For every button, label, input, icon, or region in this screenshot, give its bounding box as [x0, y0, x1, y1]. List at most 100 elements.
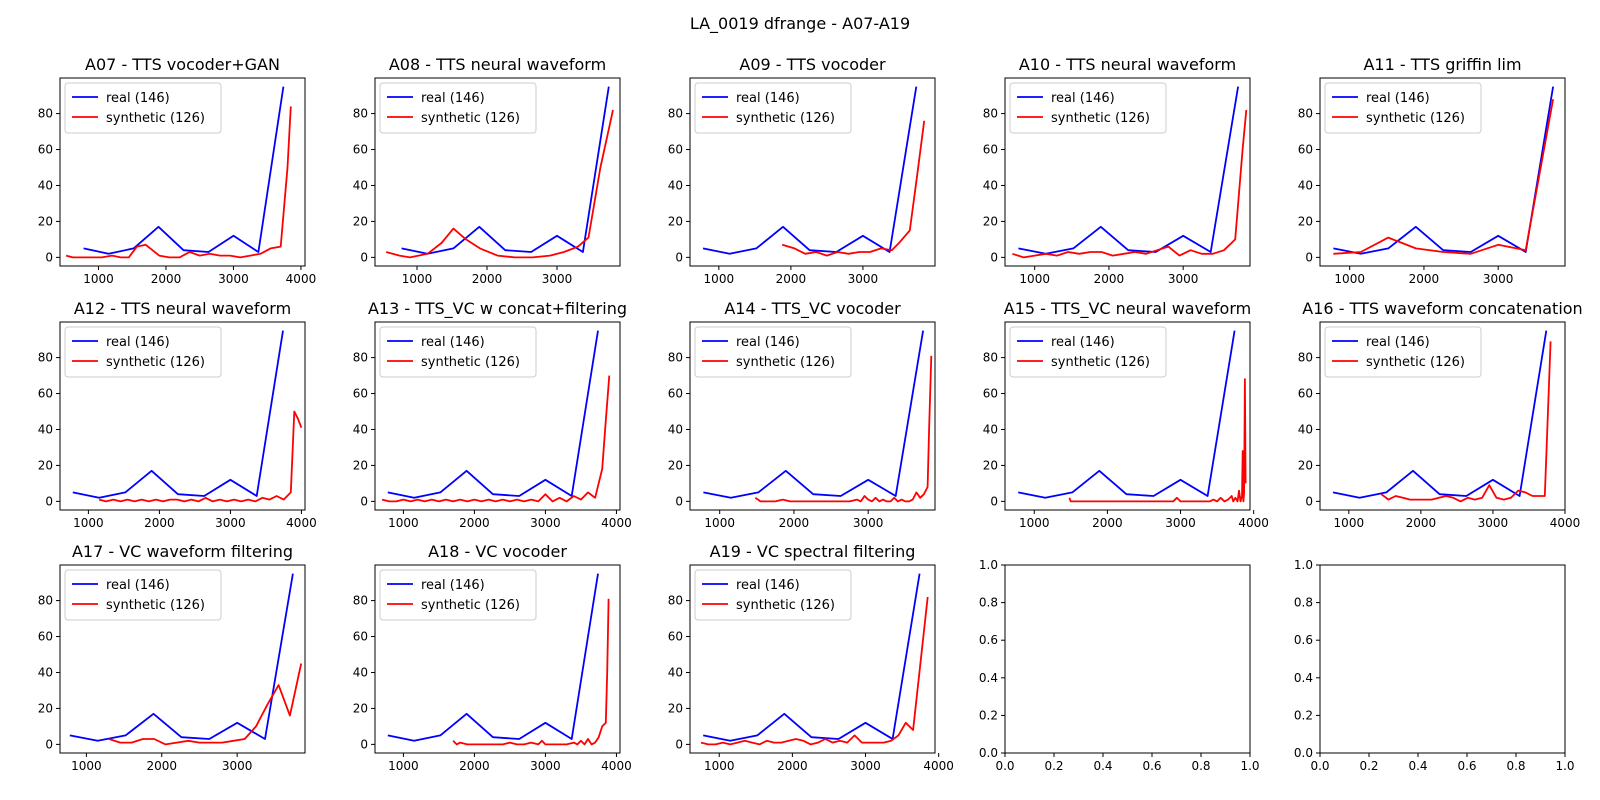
real-series-line: [1332, 330, 1548, 499]
y-tick-label: 40: [1298, 178, 1313, 192]
real-series-line: [83, 86, 285, 255]
x-tick-label: 3000: [530, 516, 561, 530]
legend-label: real (146): [736, 91, 800, 106]
x-tick-label: 3000: [1478, 516, 1509, 530]
subplot-title: A11 - TTS griffin lim: [1363, 55, 1521, 74]
x-tick-label: 0.6: [1457, 759, 1476, 773]
y-tick-label: 80: [668, 351, 683, 365]
y-tick-label: 20: [353, 214, 368, 228]
subplot-title: A16 - TTS waveform concatenation: [1302, 299, 1582, 318]
legend-label: synthetic (126): [1366, 355, 1465, 370]
x-tick-label: 3000: [530, 759, 561, 773]
x-tick-label: 4000: [286, 516, 317, 530]
x-tick-label: 2000: [779, 516, 810, 530]
subplot: A15 - TTS_VC neural waveform 1000 2000 3000…: [983, 299, 1269, 530]
legend-label: synthetic (126): [106, 355, 205, 370]
y-tick-label: 0: [990, 250, 998, 264]
y-tick-label: 0: [360, 737, 368, 751]
y-tick-label: 0: [675, 250, 683, 264]
plot-area: [703, 330, 933, 503]
y-tick-label: 40: [668, 665, 683, 679]
y-tick-label: 0.0: [979, 746, 998, 760]
legend-box: [1324, 82, 1482, 134]
plot-area: [1333, 86, 1554, 255]
y-tick-label: 80: [668, 107, 683, 121]
y-tick-label: 40: [668, 178, 683, 192]
legend-label: real (146): [421, 335, 485, 350]
legend: real (146) synthetic (126): [379, 82, 537, 134]
legend-label: synthetic (126): [1366, 111, 1465, 126]
real-series-line: [401, 86, 610, 255]
x-tick-label: 2000: [459, 516, 490, 530]
y-tick-label: 20: [983, 458, 998, 472]
y-tick-label: 40: [1298, 422, 1313, 436]
subplot: A07 - TTS vocoder+GAN 1000 2000 3000 4000 0 20…: [38, 55, 317, 286]
legend-label: real (146): [106, 335, 170, 350]
x-tick-label: 1000: [83, 272, 114, 286]
legend-box: [1009, 82, 1167, 134]
y-tick-label: 0.8: [1294, 596, 1313, 610]
subplot: A18 - VC vocoder 1000 2000 3000 4000 0 20 40 60 8…: [353, 542, 632, 773]
legend: real (146) synthetic (126): [694, 569, 852, 621]
x-tick-label: 1000: [1019, 516, 1050, 530]
axes-frame: [689, 564, 936, 754]
axes-frame: [1004, 564, 1251, 754]
legend-label: real (146): [106, 91, 170, 106]
x-tick-label: 0.8: [1506, 759, 1525, 773]
subplot: A10 - TTS neural waveform 1000 2000 3000 0 20…: [983, 55, 1251, 286]
y-tick-label: 40: [353, 178, 368, 192]
x-tick-label: 1000: [402, 272, 433, 286]
y-tick-label: 80: [38, 594, 53, 608]
y-tick-label: 0.8: [979, 596, 998, 610]
x-tick-label: 4000: [286, 272, 317, 286]
synthetic-series-line: [1380, 341, 1552, 503]
x-tick-label: 1000: [704, 759, 735, 773]
x-tick-label: 4000: [923, 759, 954, 773]
synthetic-series-line: [381, 375, 611, 503]
legend-box: [379, 82, 537, 134]
y-tick-label: 80: [983, 351, 998, 365]
x-tick-label: 3000: [1168, 272, 1199, 286]
x-tick-label: 0.6: [1142, 759, 1161, 773]
x-tick-label: 1000: [1334, 272, 1365, 286]
real-series-line: [387, 330, 599, 499]
x-tick-label: 2000: [1406, 516, 1437, 530]
legend-box: [694, 326, 852, 378]
subplot-title: A07 - TTS vocoder+GAN: [85, 55, 280, 74]
y-tick-label: 1.0: [979, 558, 998, 572]
y-tick-label: 40: [983, 178, 998, 192]
legend-label: synthetic (126): [1051, 355, 1150, 370]
real-series-line: [703, 573, 921, 742]
subplot-title: A17 - VC waveform filtering: [72, 542, 293, 561]
subplot-title: A19 - VC spectral filtering: [710, 542, 916, 561]
plot-area: [702, 86, 926, 257]
y-tick-label: 60: [1298, 143, 1313, 157]
real-series-line: [72, 330, 284, 499]
subplot: A16 - TTS waveform concatenation 1000 2000…: [1298, 299, 1583, 530]
plot-area: [65, 86, 292, 259]
x-tick-label: 2000: [777, 759, 808, 773]
legend: real (146) synthetic (126): [379, 326, 537, 378]
y-tick-label: 80: [1298, 351, 1313, 365]
x-tick-label: 2000: [1094, 272, 1125, 286]
legend-label: real (146): [421, 578, 485, 593]
axes-frame: [1319, 564, 1566, 754]
y-tick-label: 0.4: [1294, 671, 1313, 685]
subplot-title: A13 - TTS_VC w concat+filtering: [368, 299, 627, 319]
y-tick-label: 0: [360, 494, 368, 508]
synthetic-series-line: [108, 663, 303, 746]
y-tick-label: 80: [668, 594, 683, 608]
plot-area: [700, 573, 929, 746]
y-tick-label: 20: [38, 701, 53, 715]
legend-label: synthetic (126): [736, 355, 835, 370]
subplot-title: A14 - TTS_VC vocoder: [724, 299, 901, 319]
y-tick-label: 60: [38, 630, 53, 644]
y-tick-label: 20: [668, 458, 683, 472]
axes-frame: [1004, 77, 1251, 267]
legend: real (146) synthetic (126): [379, 569, 537, 621]
plot-area: [1018, 330, 1247, 503]
synthetic-series-line: [1012, 109, 1248, 259]
legend-label: real (146): [736, 578, 800, 593]
x-tick-label: 0.2: [1044, 759, 1063, 773]
